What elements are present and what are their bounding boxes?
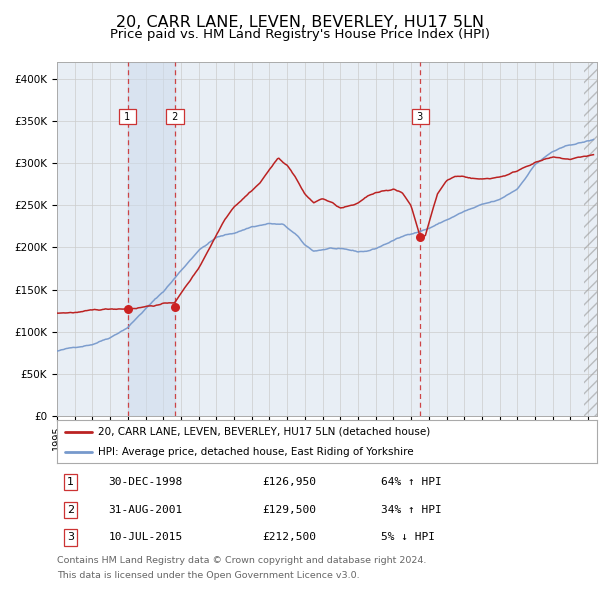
Text: Price paid vs. HM Land Registry's House Price Index (HPI): Price paid vs. HM Land Registry's House …: [110, 28, 490, 41]
Text: 30-DEC-1998: 30-DEC-1998: [108, 477, 182, 487]
Text: £126,950: £126,950: [262, 477, 316, 487]
Text: 34% ↑ HPI: 34% ↑ HPI: [381, 505, 442, 514]
Text: 64% ↑ HPI: 64% ↑ HPI: [381, 477, 442, 487]
Text: £212,500: £212,500: [262, 532, 316, 542]
Text: 1: 1: [121, 112, 134, 122]
Text: HPI: Average price, detached house, East Riding of Yorkshire: HPI: Average price, detached house, East…: [97, 447, 413, 457]
Bar: [128, 62, 175, 416]
Text: 31-AUG-2001: 31-AUG-2001: [108, 505, 182, 514]
Text: This data is licensed under the Open Government Licence v3.0.: This data is licensed under the Open Gov…: [57, 571, 359, 579]
Text: 5% ↓ HPI: 5% ↓ HPI: [381, 532, 435, 542]
Text: Contains HM Land Registry data © Crown copyright and database right 2024.: Contains HM Land Registry data © Crown c…: [57, 556, 427, 565]
Text: 20, CARR LANE, LEVEN, BEVERLEY, HU17 5LN: 20, CARR LANE, LEVEN, BEVERLEY, HU17 5LN: [116, 15, 484, 30]
Text: 1: 1: [67, 477, 74, 487]
Text: 10-JUL-2015: 10-JUL-2015: [108, 532, 182, 542]
Text: 2: 2: [169, 112, 181, 122]
Text: £129,500: £129,500: [262, 505, 316, 514]
Text: 20, CARR LANE, LEVEN, BEVERLEY, HU17 5LN (detached house): 20, CARR LANE, LEVEN, BEVERLEY, HU17 5LN…: [97, 427, 430, 437]
Text: 2: 2: [67, 505, 74, 514]
Text: 3: 3: [414, 112, 427, 122]
Text: 3: 3: [67, 532, 74, 542]
